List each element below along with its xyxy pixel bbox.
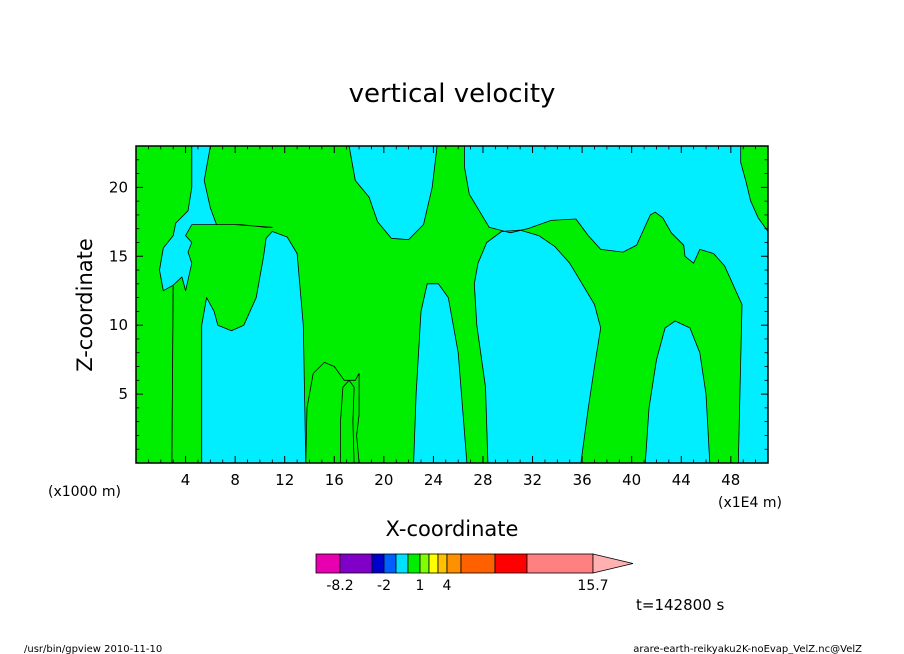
updraft-regions bbox=[135, 145, 769, 464]
colorbar-label: 15.7 bbox=[577, 578, 608, 594]
colorbar-swatch bbox=[395, 553, 409, 574]
x-tick-label: 20 bbox=[374, 471, 393, 489]
plot-area bbox=[135, 145, 769, 464]
y-tick-label: 20 bbox=[109, 178, 128, 196]
colorbar-label: -8.2 bbox=[326, 578, 353, 594]
y-tick-label: 5 bbox=[118, 385, 128, 403]
plot-frame bbox=[135, 145, 769, 464]
colorbar-labels: -8.2 -2 1 4 15.7 bbox=[326, 578, 608, 594]
colorbar-swatch bbox=[383, 553, 397, 574]
colorbar-swatch bbox=[526, 553, 594, 574]
colorbar-swatch bbox=[315, 553, 341, 574]
colorbar-label: 4 bbox=[443, 578, 452, 594]
footer-right: arare-earth-reikyaku2K-noEvap_VelZ.nc@Ve… bbox=[633, 644, 862, 654]
x-axis-label: X-coordinate bbox=[386, 517, 519, 541]
colorbar-swatch bbox=[446, 553, 462, 574]
colorbar-label: -2 bbox=[377, 578, 391, 594]
colorbar-swatch bbox=[437, 553, 448, 574]
time-label: t=142800 s bbox=[636, 596, 724, 614]
x-tick-label: 40 bbox=[622, 471, 641, 489]
y-axis-ticks: 5 10 15 20 bbox=[109, 159, 768, 450]
x-tick-label: 48 bbox=[721, 471, 740, 489]
colorbar-label: 1 bbox=[416, 578, 425, 594]
colorbar-arrow bbox=[592, 553, 634, 574]
x-tick-label: 28 bbox=[473, 471, 492, 489]
updraft-region-2 bbox=[171, 145, 743, 464]
colorbar-swatch bbox=[419, 553, 430, 574]
x-unit-label: (x1E4 m) bbox=[718, 495, 782, 511]
colorbar-swatch bbox=[494, 553, 528, 574]
footer-left: /usr/bin/gpview 2010-11-10 bbox=[24, 644, 162, 654]
colorbar-swatch bbox=[428, 553, 439, 574]
x-tick-label: 24 bbox=[424, 471, 443, 489]
y-tick-label: 10 bbox=[109, 316, 128, 334]
x-tick-label: 12 bbox=[275, 471, 294, 489]
x-tick-label: 16 bbox=[325, 471, 344, 489]
colorbar bbox=[315, 553, 634, 574]
x-tick-label: 4 bbox=[181, 471, 191, 489]
colorbar-swatch bbox=[407, 553, 421, 574]
colorbar-swatch bbox=[371, 553, 385, 574]
chart-title: vertical velocity bbox=[349, 79, 556, 109]
x-tick-label: 32 bbox=[523, 471, 542, 489]
x-tick-label: 8 bbox=[230, 471, 240, 489]
y-unit-label: (x1000 m) bbox=[48, 484, 121, 500]
x-tick-label: 44 bbox=[672, 471, 691, 489]
x-tick-label: 36 bbox=[573, 471, 592, 489]
colorbar-swatch bbox=[339, 553, 373, 574]
y-axis-label: Z-coordinate bbox=[73, 238, 97, 372]
x-axis-ticks: 4 8 12 16 20 24 28 32 36 40 44 48 bbox=[147, 146, 757, 489]
colorbar-swatch bbox=[460, 553, 496, 574]
y-tick-label: 15 bbox=[109, 247, 128, 265]
